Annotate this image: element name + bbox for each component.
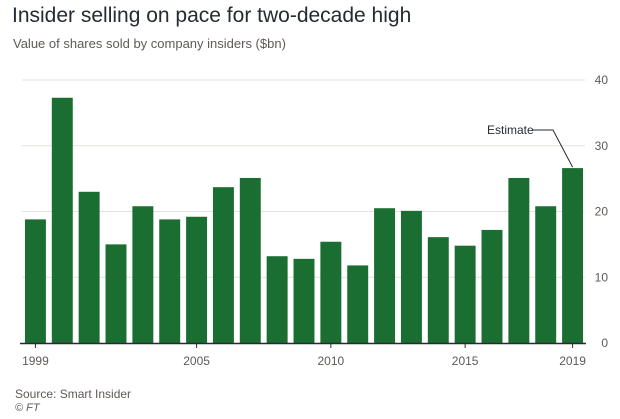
ft-credit: © FT [15,402,40,414]
y-tick-label: 0 [601,336,608,350]
y-tick-label: 30 [595,139,609,153]
y-tick-label: 40 [595,73,609,87]
x-tick-label: 2005 [183,354,210,368]
bar-2018 [535,206,557,343]
source-note: Source: Smart Insider [15,387,132,401]
estimate-annotation: Estimate [487,123,574,168]
bar-2007 [239,177,261,343]
bar-1999 [24,219,46,343]
bar-2005 [186,216,208,343]
bar-2008 [266,256,288,343]
y-tick-label: 20 [595,205,609,219]
bar-2014 [427,237,449,343]
bars [24,97,584,343]
estimate-leader-line [533,129,574,168]
x-tick-label: 2015 [452,354,479,368]
bar-2013 [400,210,422,343]
x-axis-ticks: 1999 2005 2010 2015 2019 [22,343,586,368]
bar-2015 [454,245,476,343]
bar-2016 [481,229,503,343]
y-tick-label: 10 [595,270,609,284]
bar-2009 [293,258,315,343]
bar-2002 [105,244,127,343]
bar-2017 [508,177,530,343]
bar-2006 [212,187,234,343]
y-axis-ticks: 0 10 20 30 40 [595,73,609,350]
estimate-label: Estimate [487,123,534,137]
chart-title: Insider selling on pace for two-decade h… [12,4,412,27]
bar-2003 [132,206,154,343]
x-tick-label: 2019 [559,354,586,368]
bar-2004 [159,219,181,343]
bar-2011 [347,265,369,343]
bar-2019 [562,168,584,343]
bar-2012 [374,208,396,343]
bar-2010 [320,241,342,343]
x-tick-label: 1999 [22,354,49,368]
bar-2001 [78,191,100,343]
bar-2000 [51,97,73,343]
chart-subtitle: Value of shares sold by company insiders… [13,36,286,51]
x-tick-label: 2010 [318,354,345,368]
